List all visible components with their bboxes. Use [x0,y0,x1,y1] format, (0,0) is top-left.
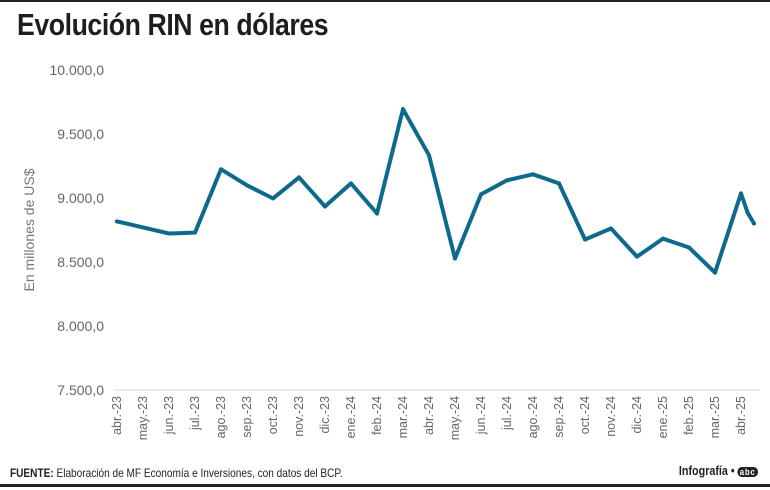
data-point [479,192,483,197]
data-point [745,210,750,215]
y-tick-label: 8.500,0 [57,254,104,270]
x-tick-label: ene.-25 [656,396,670,438]
abc-logo: abc [736,467,758,477]
data-point [375,211,379,216]
x-tick-label: ene.-24 [344,396,358,438]
data-point [193,230,197,235]
data-point [531,172,535,177]
data-point [401,107,405,112]
x-tick-label: abr.-24 [422,396,436,435]
data-point [141,225,145,230]
y-tick-label: 10.000,0 [50,62,105,78]
source-note: FUENTE: Elaboración de MF Economía e Inv… [10,466,343,480]
y-tick-label: 7.500,0 [57,382,104,398]
y-axis-title: En millones de US$ [21,168,37,291]
data-point [557,181,561,186]
credit: Infografía • abc [679,464,758,478]
x-tick-label: jul.-23 [188,396,202,431]
x-tick-label: dic.-24 [630,396,644,434]
data-point [453,256,457,261]
data-point [687,245,691,250]
x-tick-label: ago.-23 [214,396,228,438]
x-tick-label: nov.-24 [604,396,618,437]
x-tick-label: abr.-25 [734,396,748,435]
y-tick-label: 8.000,0 [57,318,104,334]
source-text: Elaboración de MF Economía e Inversiones… [56,466,343,480]
x-tick-label: jun.-24 [474,396,488,435]
data-point [349,181,353,186]
data-point [752,221,756,226]
data-point [323,204,327,209]
data-point [739,191,743,196]
data-point [661,236,665,241]
data-point [271,196,275,201]
x-tick-label: sep.-24 [552,396,566,438]
x-tick-label: mar.-24 [396,396,410,438]
x-tick-label: jun.-23 [162,396,176,435]
credit-text: Infografía • [678,464,735,478]
x-tick-label: ago.-24 [526,396,540,438]
x-tick-label: may.-24 [448,396,462,440]
x-tick-label: mar.-25 [708,396,722,438]
data-point [167,231,171,236]
chart-title: Evolución RIN en dólares [17,7,329,42]
x-tick-label: oct.-23 [266,396,280,434]
data-point [297,175,301,180]
data-point [635,254,639,259]
x-tick-label: feb.-25 [682,396,696,435]
data-point [713,270,717,275]
data-point [427,153,431,158]
bottom-rule [0,484,770,487]
series-line [115,107,756,275]
x-tick-label: oct.-24 [578,396,592,434]
x-tick-label: nov.-23 [292,396,306,437]
data-point [505,178,509,183]
data-point [245,183,249,188]
y-tick-label: 9.000,0 [57,190,104,206]
x-tick-label: feb.-24 [370,396,384,435]
x-tick-label: may.-23 [136,396,150,440]
x-tick-label: sep.-23 [240,396,254,438]
data-point [583,237,587,242]
data-point [609,226,613,231]
source-label: FUENTE: [10,466,54,480]
x-tick-label: jul.-24 [500,396,514,431]
y-tick-label: 9.500,0 [57,126,104,142]
x-tick-label: abr.-23 [110,396,124,435]
data-point [219,167,223,172]
data-point [115,219,119,224]
top-rule [0,0,770,2]
x-tick-label: dic.-23 [318,396,332,434]
